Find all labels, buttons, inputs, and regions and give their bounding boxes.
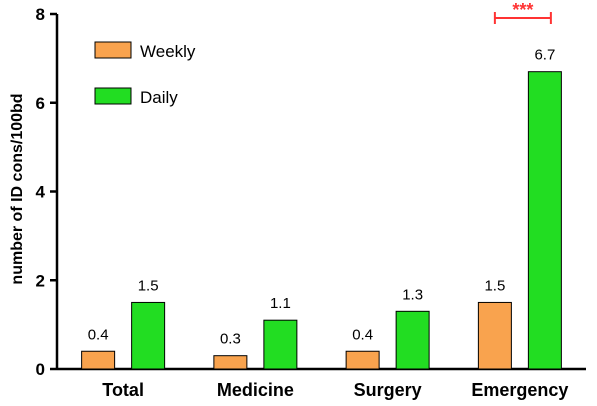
significance-marker: *** [493,0,552,24]
data-label: 1.3 [402,286,423,303]
legend-label: Daily [140,88,178,107]
legend-swatch [94,87,132,105]
y-tick-label: 6 [36,94,45,113]
y-axis: 0 2 4 6 8 [36,5,59,379]
bar-weekly [213,355,248,370]
bar-daily [395,310,430,370]
y-tick-label: 4 [36,183,46,202]
bar-weekly [477,301,512,370]
legend-swatch [94,41,132,59]
bar-daily [527,71,562,370]
x-tick-label: Total [102,380,144,400]
y-axis-title: number of ID cons/100bd [9,93,26,284]
data-label: 0.4 [88,326,109,343]
x-axis: Total Medicine Surgery Emergency [57,367,586,400]
bar-weekly [81,350,116,370]
y-tick-label: 0 [36,360,45,379]
data-label: 1.1 [270,295,291,312]
data-label: 1.5 [484,277,505,294]
bar-weekly [345,350,380,370]
bar-daily [263,319,298,370]
x-tick-label: Surgery [354,380,422,400]
legend-label: Weekly [140,42,196,61]
legend: Weekly Daily [94,41,196,107]
x-tick-label: Medicine [217,380,294,400]
data-label: 1.5 [138,277,159,294]
significance-label: *** [512,0,533,20]
data-labels: 0.4 0.3 0.4 1.5 1.5 1.1 1.3 6.7 [88,47,556,348]
y-tick-label: 8 [36,5,45,24]
bar-daily [131,301,166,370]
x-tick-label: Emergency [471,380,568,400]
data-label: 0.4 [352,326,373,343]
data-label: 6.7 [534,47,555,64]
bars [81,71,562,370]
y-tick-label: 2 [36,271,45,290]
data-label: 0.3 [220,331,241,348]
